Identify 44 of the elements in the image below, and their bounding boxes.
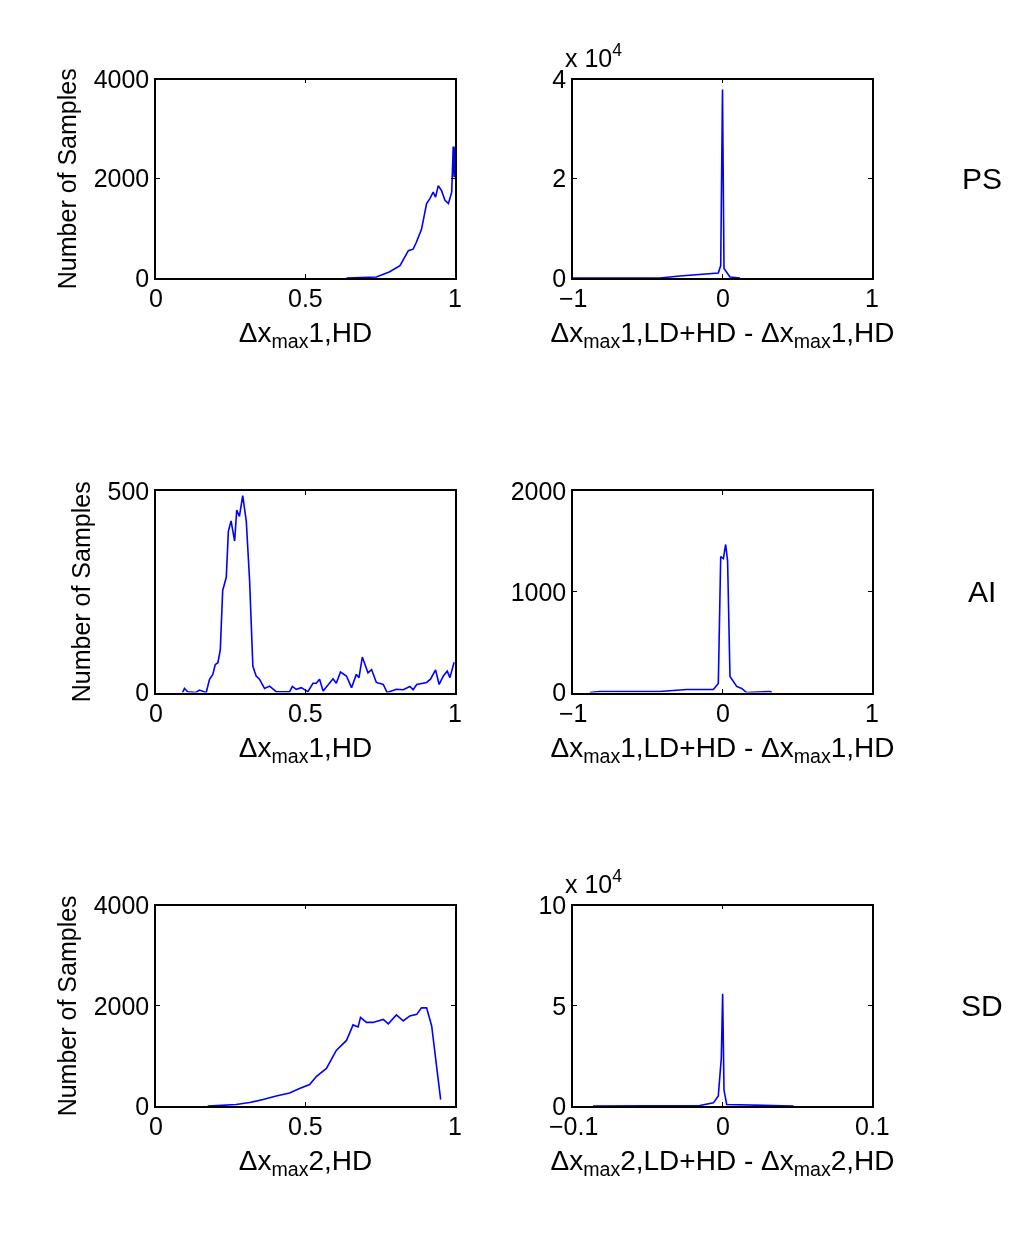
x-tick-label: 0 bbox=[716, 1112, 730, 1140]
y-axis-title: Number of Samples bbox=[66, 481, 95, 703]
x-axis-title: Δx$_{max}$1,HD bbox=[238, 731, 373, 767]
x-axis-title: Δx$_{max}$2,HD bbox=[238, 1145, 373, 1181]
y-tick-label: 2 bbox=[552, 164, 567, 193]
y-axis-title: Number of Samples bbox=[52, 895, 81, 1117]
x-tick-label: 0.5 bbox=[288, 284, 323, 312]
text: x 10$^{4}$ bbox=[565, 866, 623, 898]
text: x 10$^{4}$ bbox=[565, 40, 623, 72]
x-tick-label: 1 bbox=[448, 1112, 462, 1140]
x-tick-label: 0.5 bbox=[288, 1112, 323, 1140]
line-series bbox=[592, 993, 795, 1107]
text: AI bbox=[968, 575, 997, 608]
x-tick-label: 0 bbox=[716, 699, 730, 727]
y-tick-label: 0 bbox=[135, 263, 150, 292]
y-tick-label: 0 bbox=[135, 1091, 150, 1120]
x-tick-label: 0.1 bbox=[855, 1112, 890, 1140]
x-tick-label: 1 bbox=[865, 284, 879, 312]
x-tick-label: 0 bbox=[716, 284, 730, 312]
x-tick-label: 1 bbox=[448, 699, 462, 727]
y-tick-label: 1000 bbox=[510, 577, 567, 606]
y-axis-title: Number of Samples bbox=[52, 68, 81, 290]
y-tick-label: 500 bbox=[107, 476, 150, 505]
x-tick-label: 1 bbox=[865, 699, 879, 727]
y-tick-label: 0 bbox=[135, 678, 150, 707]
line-series bbox=[345, 145, 455, 278]
x-axis-title: Δx$_{max}$1,HD bbox=[238, 317, 373, 353]
y-tick-label: 4000 bbox=[93, 891, 150, 920]
y-tick-label: 2000 bbox=[93, 991, 150, 1020]
line-series bbox=[573, 88, 741, 278]
y-tick-label: 5 bbox=[552, 991, 567, 1020]
y-tick-label: 0 bbox=[552, 678, 567, 707]
y-tick-label: 2000 bbox=[510, 476, 567, 505]
x-axis-title: Δx$_{max}$1,LD+HD - Δx$_{max}$1,HD bbox=[550, 317, 895, 353]
text: SD bbox=[961, 989, 1003, 1022]
x-axis-title: Δx$_{max}$2,LD+HD - Δx$_{max}$2,HD bbox=[550, 1145, 895, 1181]
line-series bbox=[206, 1007, 442, 1107]
x-tick-label: 0.5 bbox=[288, 699, 323, 727]
line-series bbox=[181, 494, 455, 693]
x-axis-title: Δx$_{max}$1,LD+HD - Δx$_{max}$1,HD bbox=[550, 731, 895, 767]
text: PS bbox=[962, 162, 1003, 195]
y-tick-label: 4000 bbox=[93, 65, 150, 94]
y-tick-label: 2000 bbox=[93, 164, 150, 193]
x-tick-label: 1 bbox=[448, 284, 462, 312]
